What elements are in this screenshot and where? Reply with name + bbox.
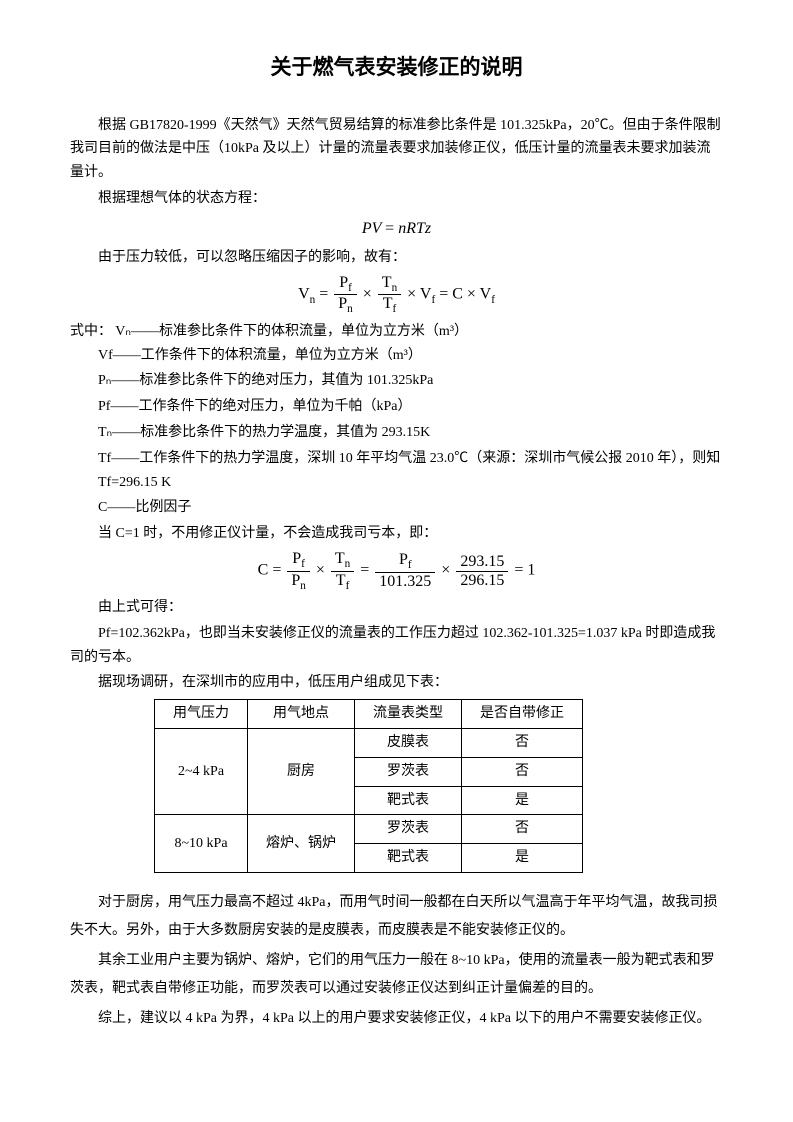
eq3-num2: 293.15 — [456, 553, 508, 572]
usage-table: 用气压力 用气地点 流量表类型 是否自带修正 2~4 kPa 厨房 皮膜表 否 … — [154, 699, 583, 873]
eq3-den2: 296.15 — [456, 572, 508, 590]
cell-meter: 靶式表 — [355, 844, 462, 873]
paragraph-3: 由于压力较低，可以忽略压缩因子的影响，故有： — [70, 246, 723, 270]
def-1: Vₙ——标准参比条件下的体积流量，单位为立方米（m³） — [115, 324, 468, 339]
def-4: Pf——工作条件下的绝对压力，单位为千帕（kPa） — [98, 395, 723, 419]
cell-meter: 罗茨表 — [355, 757, 462, 786]
cell-meter: 罗茨表 — [355, 815, 462, 844]
table-header-row: 用气压力 用气地点 流量表类型 是否自带修正 — [155, 700, 583, 729]
paragraph-8: 对于厨房，用气压力最高不超过 4kPa，而用气时间一般都在白天所以气温高于年平均… — [70, 889, 723, 945]
cell-correct: 否 — [462, 815, 583, 844]
page: 关于燃气表安装修正的说明 根据 GB17820-1999《天然气》天然气贸易结算… — [0, 0, 793, 1122]
equation-3: C = PfPn × TnTf = Pf101.325 × 293.15296.… — [70, 550, 723, 592]
paragraph-6: Pf=102.362kPa，也即当未安装修正仪的流量表的工作压力超过 102.3… — [70, 622, 723, 670]
cell-correct: 是 — [462, 786, 583, 815]
cell-correct: 否 — [462, 757, 583, 786]
paragraph-9: 其余工业用户主要为锅炉、熔炉，它们的用气压力一般在 8~10 kPa，使用的流量… — [70, 947, 723, 1003]
def-5: Tₙ——标准参比条件下的热力学温度，其值为 293.15K — [98, 421, 723, 445]
eq3-result: 1 — [527, 562, 535, 579]
eq1-right: nRTz — [398, 220, 431, 237]
paragraph-1: 根据 GB17820-1999《天然气》天然气贸易结算的标准参比条件是 101.… — [70, 114, 723, 185]
def-intro: 式中： — [70, 320, 112, 344]
cell-correct: 是 — [462, 844, 583, 873]
equation-1: PV = nRTz — [70, 215, 723, 242]
cell-correct: 否 — [462, 729, 583, 758]
table-row: 2~4 kPa 厨房 皮膜表 否 — [155, 729, 583, 758]
cell-location-1: 厨房 — [248, 729, 355, 815]
th-pressure: 用气压力 — [155, 700, 248, 729]
definitions-block: 式中： Vₙ——标准参比条件下的体积流量，单位为立方米（m³） Vf——工作条件… — [70, 320, 723, 520]
paragraph-4: 当 C=1 时，不用修正仪计量，不会造成我司亏本，即： — [70, 522, 723, 546]
cell-pressure-1: 2~4 kPa — [155, 729, 248, 815]
def-7: C——比例因子 — [98, 496, 723, 520]
cell-meter: 皮膜表 — [355, 729, 462, 758]
eq1-left: PV — [362, 220, 381, 237]
cell-location-2: 熔炉、锅炉 — [248, 815, 355, 873]
table-row: 8~10 kPa 熔炉、锅炉 罗茨表 否 — [155, 815, 583, 844]
def-3: Pₙ——标准参比条件下的绝对压力，其值为 101.325kPa — [98, 369, 723, 393]
eq3-den1: 101.325 — [375, 573, 435, 591]
paragraph-2: 根据理想气体的状态方程： — [70, 187, 723, 211]
equation-2: Vn = PfPn × TnTf × Vf = C × Vf — [70, 274, 723, 316]
cell-meter: 靶式表 — [355, 786, 462, 815]
th-correction: 是否自带修正 — [462, 700, 583, 729]
doc-title: 关于燃气表安装修正的说明 — [70, 50, 723, 86]
paragraph-7: 据现场调研，在深圳市的应用中，低压用户组成见下表： — [70, 671, 723, 695]
paragraph-10: 综上，建议以 4 kPa 为界，4 kPa 以上的用户要求安装修正仪，4 kPa… — [70, 1005, 723, 1033]
th-location: 用气地点 — [248, 700, 355, 729]
paragraph-5: 由上式可得： — [70, 596, 723, 620]
cell-pressure-2: 8~10 kPa — [155, 815, 248, 873]
def-2: Vf——工作条件下的体积流量，单位为立方米（m³） — [98, 344, 723, 368]
def-6: Tf——工作条件下的热力学温度，深圳 10 年平均气温 23.0℃（来源：深圳市… — [98, 447, 723, 495]
th-meter-type: 流量表类型 — [355, 700, 462, 729]
